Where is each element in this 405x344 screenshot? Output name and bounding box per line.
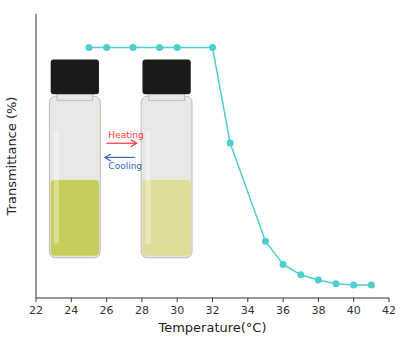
vial-body [49,96,100,258]
x-tick [177,298,178,302]
y-axis-label: Transmittance (%) [4,97,19,217]
x-tick [212,298,213,302]
x-tick-label: 24 [64,304,78,317]
x-tick-label: 26 [100,304,114,317]
x-tick-label: 30 [170,304,184,317]
x-tick [141,298,142,302]
x-tick-label: 40 [347,304,361,317]
x-tick [247,298,248,302]
y-axis-line [36,14,37,298]
series-point [315,276,322,283]
cooling-arrow-shaft [105,157,135,158]
series-line [89,48,371,286]
cooling-arrow [105,154,135,161]
heating-arrow-shaft [107,143,137,144]
x-tick-label: 42 [382,304,396,317]
x-tick-label: 34 [241,304,255,317]
series-point [227,140,234,147]
series-point [156,44,163,51]
series-point [350,282,357,289]
annotation: Heating [108,130,143,140]
x-tick [283,298,284,302]
x-tick [353,298,354,302]
x-tick-label: 38 [311,304,325,317]
series-point [103,44,110,51]
annotation: Cooling [108,161,142,171]
heating-arrow-head [131,140,137,147]
vial-body [141,96,192,258]
series-point [297,271,304,278]
x-tick [71,298,72,302]
series-point [130,44,137,51]
plot-area [85,44,374,289]
cooling-arrow-head [105,154,111,161]
vial-cap [142,59,190,94]
x-tick [36,298,37,302]
vial-cap [51,59,99,94]
chart: 22 24 26 28 30 32 34 36 38 40 42 Temperature(°C) Tra… [0,0,405,344]
x-tick [318,298,319,302]
vial-highlight [54,131,59,243]
series-point [333,280,340,287]
series-point [368,282,375,289]
series-point [85,44,92,51]
x-tick-label: 32 [206,304,220,317]
series-point [209,44,216,51]
vial-highlight [146,131,151,243]
vial [49,59,100,257]
heating-arrow [107,140,137,147]
series-point [262,238,269,245]
x-tick-label: 36 [276,304,290,317]
vial [141,59,192,257]
x-tick-label: 22 [29,304,43,317]
x-tick [106,298,107,302]
x-tick-label: 28 [135,304,149,317]
series-point [280,261,287,268]
x-axis-label: Temperature(°C) [157,320,266,335]
series-point [174,44,181,51]
x-tick [389,298,390,302]
